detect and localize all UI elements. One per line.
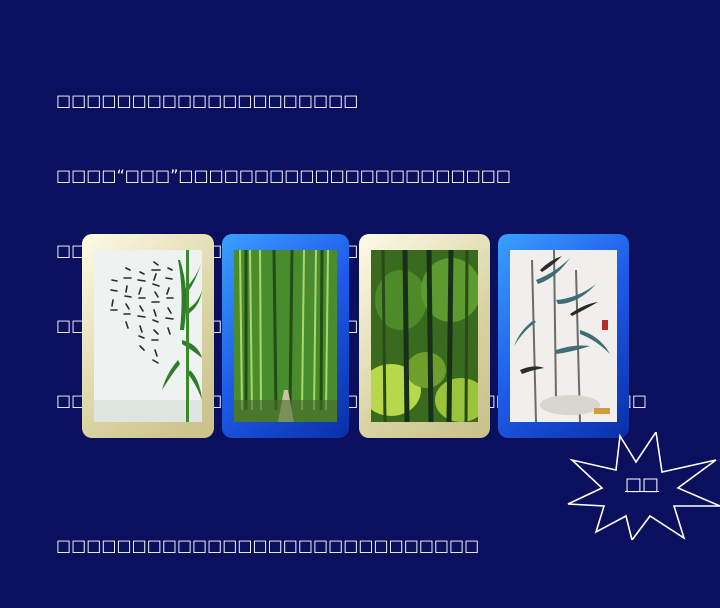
star-burst-icon — [567, 429, 720, 542]
image-frame-bamboo-path — [222, 234, 349, 438]
text-line-1: □□□□□□□□□□□□□□□□□□□□ — [56, 91, 359, 110]
image-frame-calligraphy — [82, 234, 214, 438]
image-frame-bamboo-grove — [359, 234, 490, 438]
bamboo-grove-image — [371, 250, 478, 422]
slide: □□□□□□□□□□□□□□□□□□□□ □□□□“□□□”□□□□□□□□□□… — [56, 91, 720, 555]
star-link-label[interactable]: □□ — [624, 474, 659, 495]
bamboo-path-image — [234, 250, 337, 422]
ink-painting-image — [510, 250, 617, 422]
text-line-2: □□□□“□□□”□□□□□□□□□□□□□□□□□□□□□□ — [56, 166, 511, 185]
star-burst-button[interactable]: □□ — [566, 429, 720, 542]
image-frame-ink-painting — [498, 234, 629, 438]
calligraphy-image — [94, 250, 202, 422]
